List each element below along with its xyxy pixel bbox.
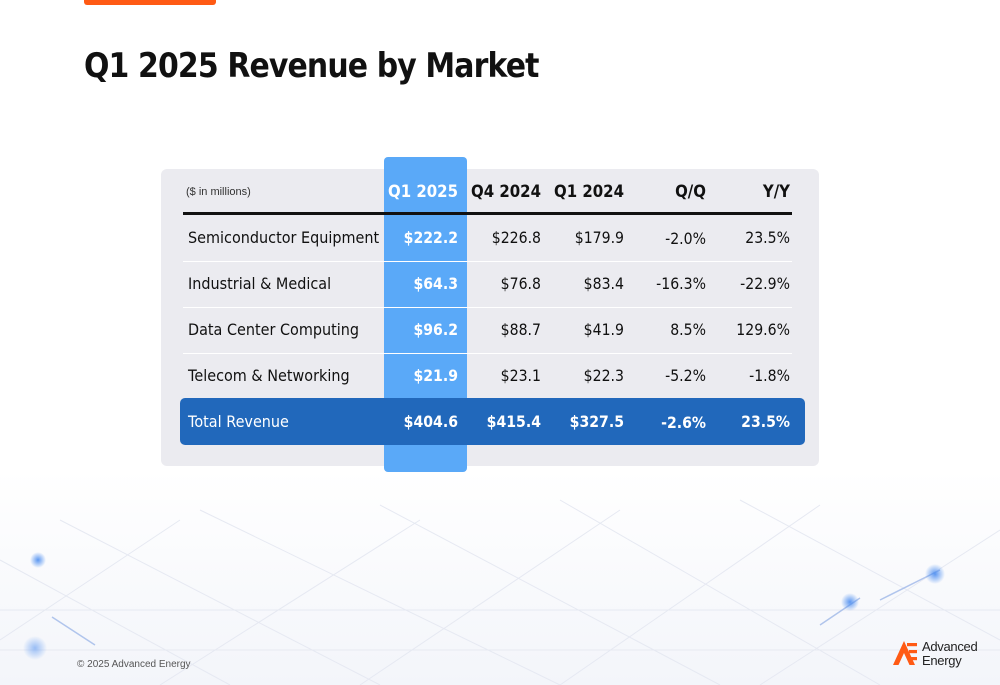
table-cell: -22.9% xyxy=(740,274,790,293)
page-title: Q1 2025 Revenue by Market xyxy=(84,46,539,86)
table-cell: -16.3% xyxy=(656,274,706,293)
table-cell: -2.0% xyxy=(665,229,706,248)
table-cell: 129.6% xyxy=(736,320,790,339)
total-cell: $327.5 xyxy=(569,412,624,431)
brand-name-line-2: Energy xyxy=(922,653,962,668)
column-header-q1-2025: Q1 2025 xyxy=(388,182,458,202)
total-cell: 23.5% xyxy=(741,412,790,431)
row-label-semiconductor-equipment: Semiconductor Equipment xyxy=(188,228,380,247)
table-cell: $21.9 xyxy=(413,366,458,385)
row-divider xyxy=(183,261,792,262)
table-cell: $96.2 xyxy=(413,320,458,339)
table-cell: $41.9 xyxy=(583,320,624,339)
total-cell: $415.4 xyxy=(486,412,541,431)
row-divider xyxy=(183,307,792,308)
column-header-qq: Q/Q xyxy=(675,182,706,202)
table-cell: $226.8 xyxy=(491,228,541,247)
total-cell: -2.6% xyxy=(661,413,706,432)
column-header-q4-2024: Q4 2024 xyxy=(471,182,541,202)
table-cell: $222.2 xyxy=(403,228,458,247)
column-header-q1-2024: Q1 2024 xyxy=(554,182,624,202)
table-cell: -5.2% xyxy=(665,366,706,385)
header-rule xyxy=(183,212,792,215)
table-cell: $64.3 xyxy=(413,274,458,293)
row-label-data-center-computing: Data Center Computing xyxy=(188,320,360,339)
table-cell: 8.5% xyxy=(670,320,706,339)
total-cell: $404.6 xyxy=(403,412,458,431)
table-cell: -1.8% xyxy=(749,366,790,385)
table-cell: $88.7 xyxy=(500,320,541,339)
row-divider xyxy=(183,353,792,354)
table-cell: $23.1 xyxy=(500,366,541,385)
total-row-bar xyxy=(180,398,805,445)
table-cell: $76.8 xyxy=(500,274,541,293)
title-accent-bar xyxy=(84,0,216,5)
units-note: ($ in millions) xyxy=(186,186,251,198)
advanced-energy-logo-icon xyxy=(893,641,917,665)
table-cell: 23.5% xyxy=(745,228,790,247)
copyright-footer: © 2025 Advanced Energy xyxy=(77,659,191,670)
column-header-yy: Y/Y xyxy=(762,182,790,202)
table-cell: $83.4 xyxy=(583,274,624,293)
row-label-industrial-medical: Industrial & Medical xyxy=(188,274,332,293)
total-row-label: Total Revenue xyxy=(188,412,289,431)
brand-name-line-1: Advanced xyxy=(922,639,978,654)
table-cell: $179.9 xyxy=(574,228,624,247)
row-label-telecom-networking: Telecom & Networking xyxy=(188,366,350,385)
table-cell: $22.3 xyxy=(583,366,624,385)
